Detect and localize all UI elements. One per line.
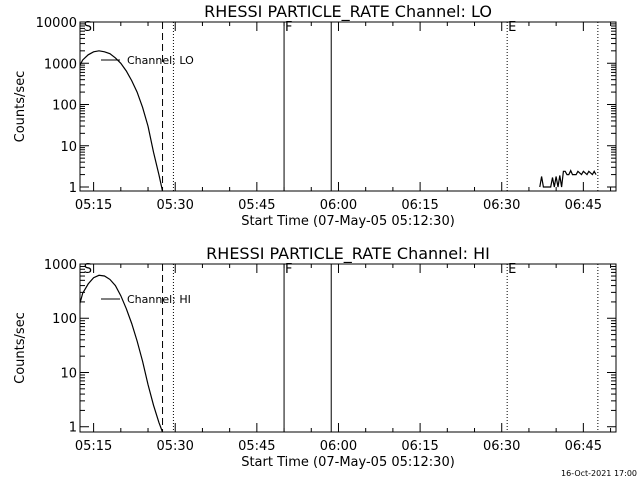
series-line: [539, 169, 597, 188]
event-marker-label: E: [508, 262, 516, 277]
event-marker-label: F: [285, 20, 292, 35]
y-tick-label: 100: [52, 312, 77, 327]
event-marker-label: F: [285, 262, 292, 277]
legend-label: Channel: HI: [127, 293, 191, 306]
x-tick-label: 06:00: [320, 439, 357, 454]
event-marker-label: E: [508, 20, 516, 35]
x-tick-label: 05:15: [75, 198, 112, 213]
event-marker-label: S: [84, 262, 92, 277]
x-tick-label: 06:45: [565, 198, 602, 213]
y-tick-label: 1: [69, 421, 77, 436]
y-axis-label: Counts/sec: [13, 312, 28, 384]
y-tick-label: 10000: [36, 16, 77, 31]
y-tick-label: 10: [60, 140, 77, 155]
chart-title: RHESSI PARTICLE_RATE Channel: HI: [206, 244, 490, 264]
x-axis-label: Start Time (07-May-05 05:12:30): [241, 455, 455, 470]
x-tick-label: 05:15: [75, 439, 112, 454]
y-axis-label: Counts/sec: [13, 71, 28, 143]
series-line: [79, 274, 164, 433]
lo-channel-panel: RHESSI PARTICLE_RATE Channel: LO Counts/s…: [13, 2, 617, 229]
x-tick-label: 06:00: [320, 198, 357, 213]
y-tick-label: 1000: [44, 258, 77, 273]
x-tick-label: 05:30: [156, 198, 193, 213]
x-tick-label: 05:45: [238, 439, 275, 454]
hi-channel-panel: RHESSI PARTICLE_RATE Channel: HI Counts/s…: [13, 244, 617, 470]
y-tick-label: 100: [52, 99, 77, 114]
series-line: [79, 50, 164, 192]
x-tick-label: 05:30: [156, 439, 193, 454]
y-tick-label: 1000: [44, 57, 77, 72]
x-tick-label: 06:30: [483, 198, 520, 213]
x-axis-label: Start Time (07-May-05 05:12:30): [241, 214, 455, 229]
plot-frame: [79, 21, 617, 192]
legend-label: Channel: LO: [127, 54, 194, 67]
footer-timestamp: 16-Oct-2021 17:00: [561, 469, 637, 478]
x-tick-label: 06:15: [401, 439, 438, 454]
event-marker-label: S: [84, 20, 92, 35]
x-tick-label: 05:45: [238, 198, 275, 213]
x-tick-label: 06:15: [401, 198, 438, 213]
plot-frame: [79, 263, 617, 433]
y-tick-label: 10: [60, 366, 77, 381]
x-tick-label: 06:30: [483, 439, 520, 454]
y-tick-label: 1: [69, 181, 77, 196]
x-tick-label: 06:45: [565, 439, 602, 454]
chart-title: RHESSI PARTICLE_RATE Channel: LO: [204, 2, 492, 22]
